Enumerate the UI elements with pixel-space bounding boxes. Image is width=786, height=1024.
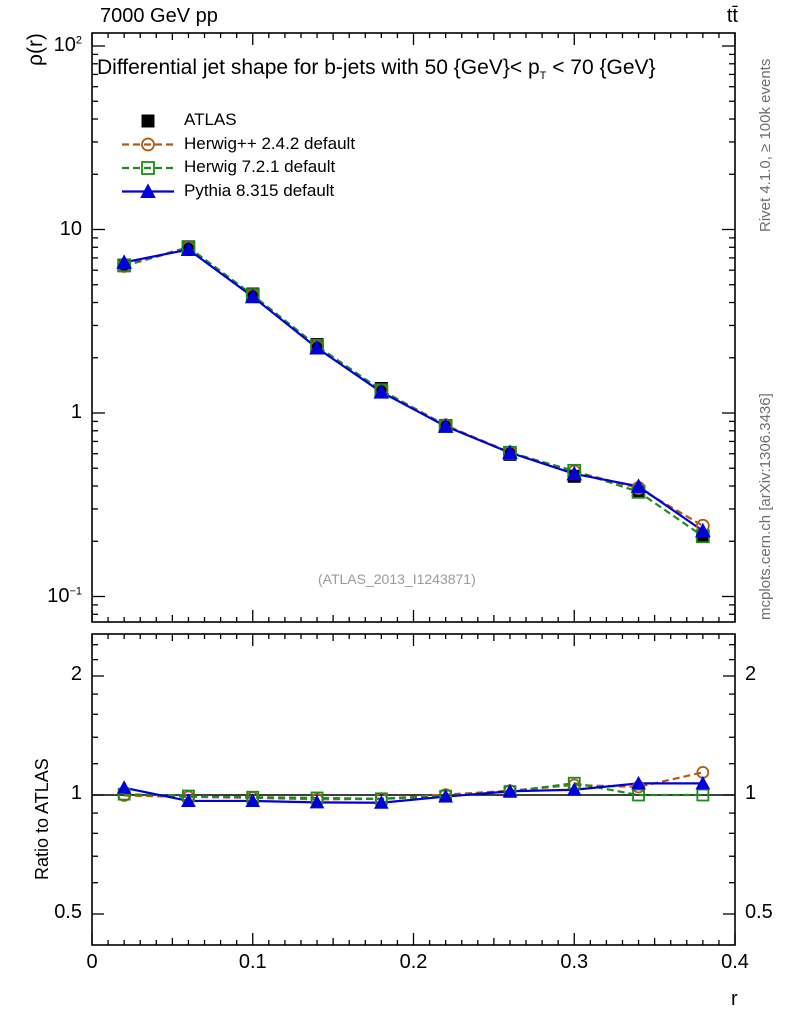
y-tick-ratio-right-0.5: 0.5 <box>745 901 773 923</box>
x-tick-0: 0 <box>86 951 98 973</box>
legend-item-3: Herwig 7.2.1 default <box>184 157 336 176</box>
y-tick-ratio-left-1: 1 <box>70 782 82 804</box>
y-tick-ratio-right-2: 2 <box>745 663 757 685</box>
ratio-panel-curves <box>123 771 704 804</box>
y-tick-ratio-left-2: 2 <box>70 663 82 685</box>
y-tick-main-10: 10 <box>59 217 82 240</box>
y-tick-ratio-left-0.5: 0.5 <box>54 901 82 923</box>
axis-ticks <box>91 33 736 945</box>
x-tick-0.4: 0.4 <box>721 951 749 973</box>
y-tick-main-10⁻¹: 10−1 <box>47 584 82 607</box>
x-tick-0.1: 0.1 <box>238 951 267 973</box>
y-tick-main-10²: 102 <box>53 34 82 56</box>
main-panel-curves <box>123 246 704 538</box>
legend-item-2: Herwig++ 2.4.2 default <box>184 133 356 153</box>
legend-item-1: ATLAS <box>184 110 237 129</box>
y-tick-main-1: 1 <box>70 401 82 423</box>
main-panel-markers <box>116 240 711 544</box>
beam-energy-label: 7000 GeV pp <box>100 5 218 27</box>
legend-glyphs <box>122 114 174 198</box>
y-tick-ratio-right-1: 1 <box>745 782 757 804</box>
plot-title: Differential jet shape for b-jets with 5… <box>97 56 656 83</box>
x-tick-0.3: 0.3 <box>560 951 589 973</box>
process-label: tt̄ <box>726 5 738 27</box>
legend-item-4: Pythia 8.315 default <box>184 180 335 200</box>
x-axis-label: r <box>731 988 738 1010</box>
x-tick-0.2: 0.2 <box>399 951 428 973</box>
ratio-panel-markers <box>116 765 711 809</box>
analysis-id-watermark: (ATLAS_2013_I1243871) <box>318 571 476 587</box>
